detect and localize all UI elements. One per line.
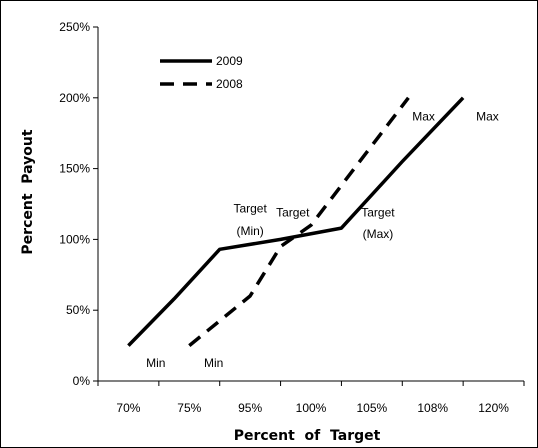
- annotation-label: Min: [146, 356, 165, 370]
- y-axis-title: Percent Payout: [20, 129, 36, 254]
- x-tick-label: 105%: [357, 401, 388, 415]
- y-tick-label: 200%: [59, 91, 90, 105]
- series-line-2008: [188, 96, 410, 347]
- annotation-label: Target: [276, 206, 310, 220]
- x-tick-label: 95%: [238, 401, 262, 415]
- annotation-label: (Max): [363, 227, 394, 241]
- legend-label-2009: 2009: [216, 54, 243, 68]
- annotation-label: Max: [476, 109, 499, 123]
- y-tick-label: 50%: [66, 303, 90, 317]
- legend-label-2008: 2008: [216, 77, 243, 91]
- annotation-label: (Min): [236, 224, 263, 238]
- x-tick-label: 100%: [296, 401, 327, 415]
- x-tick-label: 70%: [116, 401, 140, 415]
- x-tick-label: 120%: [478, 401, 509, 415]
- y-tick-label: 100%: [59, 232, 90, 246]
- x-tick-label: 75%: [177, 401, 201, 415]
- y-tick-label: 0%: [73, 374, 91, 388]
- annotation-label: Min: [204, 356, 223, 370]
- x-tick-label: 108%: [417, 401, 448, 415]
- annotation-label: Target: [361, 206, 395, 220]
- y-tick-label: 150%: [59, 162, 90, 176]
- annotation-label: Target: [233, 201, 267, 215]
- annotation-label: Max: [412, 109, 435, 123]
- x-axis-title: Percent of Target: [234, 428, 381, 444]
- y-tick-label: 250%: [59, 20, 90, 34]
